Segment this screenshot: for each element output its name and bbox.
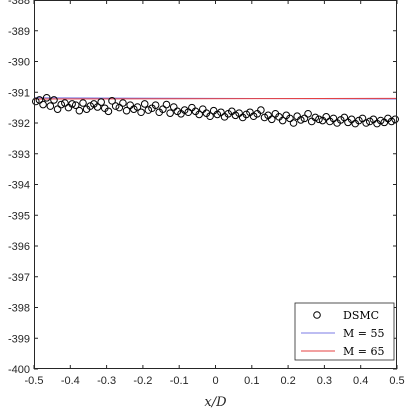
dsmc-point — [358, 114, 367, 123]
y-tick-label: -393 — [8, 149, 30, 161]
dsmc-point — [257, 106, 265, 114]
dsmc-point — [206, 112, 214, 121]
dsmc-point — [217, 108, 225, 117]
dsmc-point — [61, 99, 69, 107]
dsmc-point — [35, 96, 44, 104]
y-tick-label: -391 — [8, 87, 30, 99]
x-axis: -0.5 -0.4 -0.3 -0.2 -0.1 0 0.1 0.2 0.3 0.4 0.5 — [25, 0, 405, 387]
dsmc-point — [159, 105, 167, 113]
dsmc-point — [166, 109, 174, 117]
y-tick-label: -394 — [8, 180, 30, 192]
dsmc-point — [376, 116, 385, 125]
y-axis: -400 -399 -398 -397 -396 -395 -394 -393 -392 -391… — [8, 0, 397, 376]
dsmc-point — [57, 100, 66, 109]
legend: DSMC M = 55 M = 65 — [294, 302, 395, 361]
dsmc-point — [267, 115, 276, 124]
dsmc-point — [184, 108, 193, 117]
x-tick-label: 0.3 — [317, 375, 332, 387]
x-axis-label: x/D — [204, 395, 227, 410]
dsmc-point — [71, 101, 80, 109]
dsmc-point — [108, 97, 116, 105]
legend-label: M = 55 — [343, 327, 384, 340]
y-tick-label: -396 — [8, 241, 30, 253]
y-tick-label: -388 — [8, 0, 30, 7]
x-tick-label: -0.2 — [133, 375, 152, 387]
dsmc-point — [300, 114, 309, 123]
dsmc-point — [213, 110, 222, 119]
dsmc-point — [362, 119, 370, 127]
x-tick-label: -0.3 — [97, 375, 116, 387]
dsmc-point — [137, 108, 145, 117]
y-tick-label: -389 — [8, 26, 30, 38]
y-tick-label: -397 — [8, 272, 30, 284]
dsmc-point — [315, 115, 323, 124]
y-tick-label: -398 — [8, 303, 30, 315]
dsmc-point — [50, 96, 58, 104]
dsmc-point — [86, 102, 95, 110]
series-layer — [32, 93, 399, 128]
x-tick-label: -0.4 — [61, 375, 80, 387]
dsmc-point — [322, 113, 331, 121]
dsmc-point — [32, 97, 40, 106]
y-tick-label: -399 — [8, 333, 30, 345]
x-tick-label: -0.5 — [25, 375, 44, 387]
dsmc-point — [329, 114, 338, 123]
dsmc-point — [97, 98, 105, 106]
dsmc-point — [75, 106, 84, 115]
x-tick-label: 0.1 — [244, 375, 259, 387]
dsmc-point — [144, 106, 153, 114]
dsmc-point — [104, 107, 113, 116]
dsmc-point — [365, 117, 374, 126]
dsmc-point — [140, 100, 149, 108]
dsmc-point — [180, 106, 189, 114]
dsmc-point — [387, 117, 396, 126]
dsmc-point — [133, 103, 142, 111]
dsmc-point — [242, 110, 251, 119]
dsmc-point — [79, 99, 87, 107]
legend-marker-dsmc — [313, 311, 321, 319]
dsmc-point — [119, 99, 127, 107]
dsmc-point — [260, 113, 269, 122]
x-tick-label: 0 — [212, 375, 218, 387]
dsmc-point — [304, 109, 312, 118]
y-tick-label: -400 — [8, 364, 30, 376]
x-tick-label: 0.5 — [389, 375, 404, 387]
dsmc-point — [151, 101, 160, 109]
x-tick-label: 0.4 — [353, 375, 368, 387]
legend-label: M = 65 — [343, 345, 384, 358]
dsmc-point — [68, 100, 76, 108]
dsmc-point — [115, 103, 124, 112]
dsmc-point — [231, 111, 240, 120]
y-tick-label: -395 — [8, 210, 30, 222]
x-tick-label: -0.1 — [170, 375, 189, 387]
dsmc-point — [340, 113, 349, 122]
dsmc-point — [297, 116, 305, 124]
dsmc-point — [111, 102, 120, 110]
dsmc-point — [195, 110, 203, 119]
dsmc-point — [93, 103, 102, 111]
dsmc-point — [162, 100, 171, 109]
y-tick-label: -392 — [8, 118, 30, 130]
dsmc-point — [355, 116, 363, 125]
x-tick-label: 0.2 — [280, 375, 295, 387]
dsmc-point — [53, 105, 62, 113]
dsmc-point — [289, 119, 298, 127]
dsmc-point — [122, 106, 131, 115]
dsmc-point — [278, 116, 287, 125]
dsmc-point — [286, 114, 294, 123]
dsmc-point — [42, 93, 51, 102]
dsmc-point — [311, 113, 320, 122]
series-line-2 — [33, 97, 398, 100]
dsmc-point — [39, 100, 47, 109]
dsmc-point — [130, 105, 138, 113]
dsmc-point — [46, 102, 55, 110]
legend-label: DSMC — [343, 309, 379, 322]
y-tick-label: -390 — [8, 57, 30, 69]
